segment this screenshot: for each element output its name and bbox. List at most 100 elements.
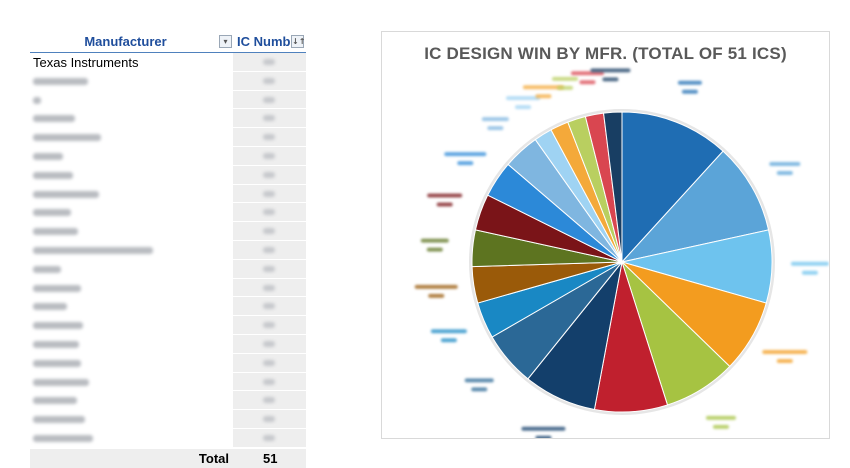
ic-number-header-label: IC Numb [237, 34, 291, 49]
pivot-row[interactable] [30, 316, 306, 335]
ic-count-cell [233, 109, 306, 129]
manufacturer-cell [30, 316, 233, 335]
redacted-value [263, 434, 275, 441]
redacted-value [263, 303, 275, 310]
slice-data-label [464, 378, 494, 392]
pivot-row[interactable] [30, 334, 306, 354]
ic-count-cell [233, 128, 306, 147]
manufacturer-cell [30, 241, 233, 260]
manufacturer-cell [30, 297, 233, 316]
pie-slice[interactable] [620, 150, 770, 263]
pivot-row[interactable] [30, 128, 306, 147]
redacted-text [33, 171, 73, 179]
slice-data-label [444, 152, 487, 166]
manufacturer-cell [30, 335, 233, 354]
ic-count-cell [233, 353, 306, 373]
ic-number-column-header[interactable]: IC Numb ↓↑ [233, 32, 306, 52]
pivot-row[interactable] [30, 240, 306, 260]
ic-count-cell [233, 146, 306, 166]
pivot-row[interactable] [30, 372, 306, 392]
slice-data-label [427, 193, 463, 207]
pivot-row[interactable] [30, 391, 306, 411]
ic-count-cell [233, 391, 306, 411]
total-value: 51 [263, 450, 278, 466]
ic-count-cell [233, 259, 306, 279]
ic-count-cell [233, 71, 306, 91]
ic-count-cell [233, 165, 306, 185]
redacted-text [33, 303, 67, 311]
slice-data-label [762, 350, 808, 363]
pivot-body: Texas Instruments [30, 53, 306, 448]
slice-data-label [420, 238, 449, 252]
ic-count-cell [233, 278, 306, 298]
pivot-row[interactable] [30, 184, 306, 204]
manufacturer-header-label: Manufacturer [84, 34, 167, 49]
ic-count-cell [233, 203, 306, 223]
manufacturer-cell [30, 91, 233, 110]
slice-data-label [705, 415, 736, 429]
pivot-row[interactable] [30, 410, 306, 429]
chart-title: IC DESIGN WIN BY MFR. (TOTAL OF 51 ICS) [424, 44, 787, 63]
manufacturer-cell [30, 128, 233, 147]
redacted-value [263, 378, 275, 385]
redacted-value [263, 340, 275, 347]
redacted-value [263, 59, 275, 65]
redacted-text [33, 416, 85, 424]
ic-count-cell [233, 428, 306, 448]
slice-data-label [522, 85, 564, 99]
pivot-row[interactable] [30, 222, 306, 241]
pivot-table: Manufacturer ▾ IC Numb ↓↑ Texas Instrume… [30, 32, 306, 468]
pivot-row[interactable] [30, 428, 306, 448]
pivot-header: Manufacturer ▾ IC Numb ↓↑ [30, 32, 306, 53]
pie-slice[interactable] [621, 111, 724, 264]
sort-dropdown-icon[interactable]: ↓↑ [291, 35, 306, 48]
pivot-row[interactable] [30, 71, 306, 91]
pivot-row[interactable] [30, 146, 306, 166]
redacted-value [263, 115, 275, 122]
manufacturer-cell [30, 410, 233, 429]
pivot-row[interactable] [30, 297, 306, 317]
chart-panel: IC DESIGN WIN BY MFR. (TOTAL OF 51 ICS) [381, 31, 830, 439]
pivot-row[interactable]: Texas Instruments [30, 53, 306, 72]
ic-count-cell [233, 334, 306, 354]
redacted-value [263, 96, 275, 103]
ic-count-cell [233, 222, 306, 241]
pivot-row[interactable] [30, 278, 306, 298]
manufacturer-column-header[interactable]: Manufacturer ▾ [30, 32, 233, 52]
pivot-row[interactable] [30, 109, 306, 129]
redacted-value [263, 209, 275, 216]
manufacturer-cell [30, 72, 233, 91]
pivot-row[interactable] [30, 353, 306, 373]
slice-data-label [677, 80, 702, 94]
redacted-text [33, 322, 83, 330]
pivot-row[interactable] [30, 203, 306, 223]
pie-slice[interactable] [603, 111, 623, 263]
total-label: Total [198, 450, 229, 466]
manufacturer-cell [30, 429, 233, 448]
redacted-text [33, 435, 93, 442]
slice-data-label [769, 162, 801, 175]
redacted-text [33, 190, 99, 198]
redacted-text [33, 378, 89, 386]
manufacturer-cell [30, 354, 233, 373]
redacted-value [263, 228, 275, 235]
manufacturer-cell [30, 260, 233, 279]
redacted-value [263, 322, 275, 329]
manufacturer-cell [30, 147, 233, 166]
pivot-row[interactable] [30, 90, 306, 110]
ic-count-cell [233, 410, 306, 429]
manufacturer-cell [30, 373, 233, 392]
pivot-row[interactable] [30, 165, 306, 185]
slice-data-label [790, 261, 829, 275]
filter-dropdown-icon[interactable]: ▾ [219, 35, 232, 48]
redacted-text [33, 209, 71, 217]
redacted-value [263, 397, 275, 404]
redacted-value [263, 246, 275, 253]
manufacturer-cell [30, 279, 233, 298]
ic-count-cell [233, 297, 306, 317]
pivot-row[interactable] [30, 259, 306, 279]
pie-chart [414, 68, 829, 438]
redacted-value [263, 416, 275, 423]
ic-count-cell [233, 184, 306, 204]
redacted-text [33, 359, 81, 367]
